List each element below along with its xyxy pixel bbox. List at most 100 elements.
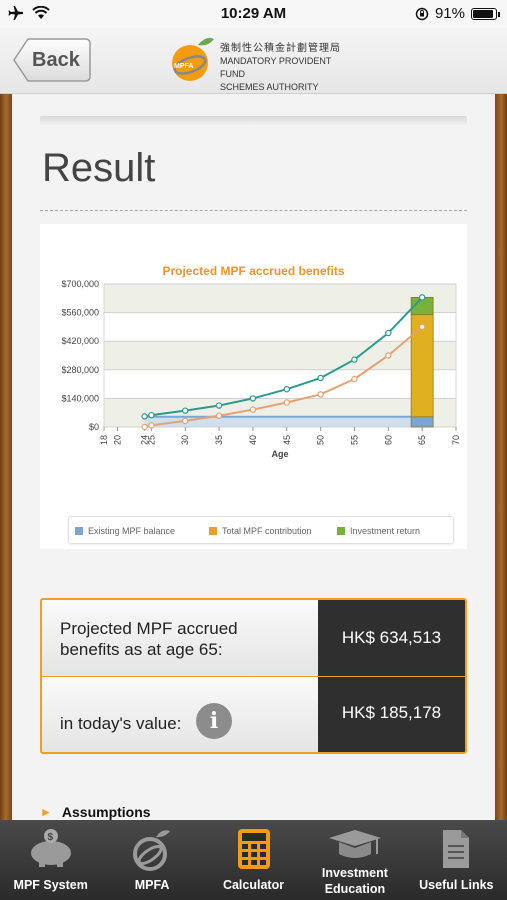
x-tick-label: 18 [99,435,109,445]
line-investment-return [144,296,423,418]
legend-swatch [209,527,217,535]
data-point [418,323,426,331]
orientation-lock-icon [415,7,429,20]
data-point [351,356,358,363]
tab-label: MPF System [13,878,88,892]
assumptions-link[interactable]: ► Assumptions [40,804,151,820]
projected-value: HK$ 634,513 [318,600,465,676]
result-table: Projected MPF accrued benefits as at age… [40,598,467,754]
data-point [148,422,155,429]
y-tick-label: $420,000 [61,336,99,346]
tab-label: MPFA [134,878,170,892]
tab-investment-education[interactable]: Investment Education [304,820,405,900]
data-point [385,352,392,359]
status-left [8,5,50,21]
highlight-bar-segment [410,416,434,428]
area-existing-balance [144,416,423,427]
plot-band [104,284,456,313]
x-tick-label: 30 [180,435,190,445]
tab-useful-links[interactable]: Useful Links [406,820,507,900]
back-button[interactable]: Back [12,37,92,83]
data-point [283,399,290,406]
tab-label: Useful Links [419,878,494,892]
wood-frame-right [495,94,507,820]
x-tick-label: 35 [214,435,224,445]
calculator-icon [237,829,270,869]
back-label: Back [32,49,80,71]
top-shade [40,116,467,126]
info-icon[interactable]: i [196,703,232,739]
plot-band [104,341,456,370]
logo-chinese-name: 強制性公積金計劃管理局 [220,43,341,54]
legend-item-contribution[interactable]: Total MPF contribution [209,526,312,536]
data-point [215,412,223,419]
data-point [215,402,223,409]
mpf-chart: $0 $140,000 $280,000 $420,000 $560,000 $700,0… [61,279,461,459]
battery-icon [471,7,500,20]
data-point [317,391,324,398]
content-area[interactable]: Result Projected MPF accrued benefits $0… [12,94,495,820]
tab-label: Investment Education [321,866,388,896]
status-right: 91% [415,5,500,22]
divider [40,210,467,211]
document-icon [443,830,470,868]
legend-swatch [75,527,83,535]
y-tick-label: $140,000 [61,393,99,403]
today-value: HK$ 185,178 [318,677,465,752]
today-label-text: in today's value: [60,714,182,733]
page-title: Result [42,146,156,190]
assumptions-label: Assumptions [61,804,151,820]
x-tick-label: 50 [316,435,326,445]
piggy-bank-icon: $ [30,829,71,867]
x-tick-label: 55 [349,435,359,445]
tab-bar: $ MPF System MPFA Calculator Inves [0,820,507,900]
logo-english-line2: SCHEMES AUTHORITY [220,82,319,92]
graduation-cap-icon [328,830,381,858]
data-point [418,294,426,301]
y-tick-label: $560,000 [61,308,99,318]
tab-mpfa[interactable]: MPFA [101,820,202,900]
data-point [141,413,148,420]
airplane-icon [8,6,23,20]
legend-item-existing[interactable]: Existing MPF balance [75,526,175,536]
wifi-icon [32,6,50,19]
y-tick-label: $0 [89,422,99,432]
x-tick-label: 60 [383,435,393,445]
legend-item-investment[interactable]: Investment return [337,526,420,536]
tab-label: Calculator [222,878,285,892]
y-tick-label: $700,000 [61,279,99,289]
projected-label: Projected MPF accrued benefits as at age… [42,600,318,676]
chart-legend: Existing MPF balance Total MPF contribut… [68,516,454,544]
x-tick-label: 24 [140,435,150,445]
data-point [249,406,257,413]
mpfa-logo: MPFA 強制性公積金計劃管理局 MANDATORY PROVIDENT FUN… [168,33,348,92]
x-axis-label: Age [271,449,288,459]
data-point [182,407,189,414]
x-tick-label: 40 [248,435,258,445]
legend-label: Existing MPF balance [88,526,176,536]
result-row-today: in today's value: i HK$ 185,178 [42,677,465,752]
data-point [148,411,155,419]
chart-title: Projected MPF accrued benefits [162,264,345,278]
legend-label: Total MPF contribution [222,526,312,536]
tab-mpf-system[interactable]: $ MPF System [0,820,101,900]
tab-calculator[interactable]: Calculator [203,820,304,900]
wood-frame-left [0,94,12,820]
logo-english-line1: MANDATORY PROVIDENT FUND [220,56,332,79]
y-tick-label: $280,000 [61,365,99,375]
data-point [141,423,148,431]
data-point [249,395,257,402]
x-tick-label: 20 [113,435,123,445]
app-header: Back MPFA 強制性公積金計劃管理局 MANDATORY PROVIDEN… [0,28,507,94]
line-total-contribution [144,326,423,428]
mpfa-logo-icon [133,830,171,871]
data-point [317,374,324,382]
x-tick-label: 25 [146,435,156,445]
battery-percent: 91% [434,5,465,22]
chart-panel: Projected MPF accrued benefits $0 $140,00… [40,224,467,549]
status-bar: 10:29 AM 91% [0,0,507,28]
data-point [182,417,189,425]
result-row-projected: Projected MPF accrued benefits as at age… [42,600,465,676]
logo-text: 強制性公積金計劃管理局 MANDATORY PROVIDENT FUND SCH… [220,42,348,94]
data-point [351,375,358,383]
